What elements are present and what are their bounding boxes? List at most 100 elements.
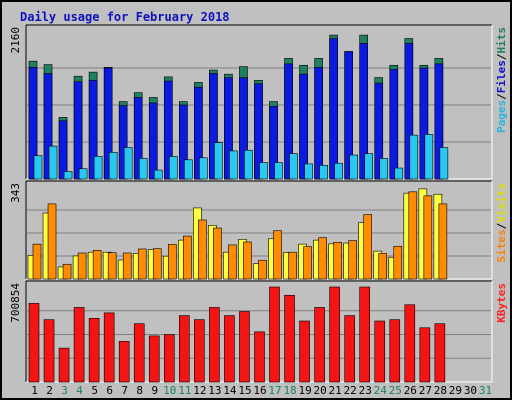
bar-kbytes-day-4 [73,307,85,383]
bar-sites-day-6 [107,252,117,280]
bar-sites-day-27 [423,195,433,280]
bar-pages-day-23 [364,153,374,180]
bar-pages-day-3 [63,171,73,180]
bar-files-day-13 [209,73,218,180]
bar-pages-day-25 [394,167,404,180]
bar-files-day-28 [434,63,444,180]
panel-bottom-ymax-label: 700854 [9,283,22,323]
bar-pages-day-2 [48,145,58,180]
x-tick-label-10: 10 [163,384,176,397]
bar-sites-day-11 [183,235,192,280]
x-tick-label-24: 24 [374,384,388,397]
legend-entry: Visits [495,183,508,223]
bar-pages-day-14 [229,150,238,180]
panel-top-legend: Pages/Files/Hits [495,27,508,133]
bar-pages-day-13 [214,142,223,180]
bar-pages-day-27 [424,134,434,180]
bar-kbytes-day-3 [58,347,70,383]
bar-sites-day-19 [303,246,312,280]
bar-sites-day-15 [243,241,252,280]
bar-kbytes-day-22 [344,315,355,383]
bar-pages-day-12 [199,157,208,180]
legend-entry: / [495,222,508,229]
x-tick-label-29: 29 [449,384,462,397]
bar-pages-day-1 [33,155,43,180]
x-tick-label-1: 1 [31,384,38,397]
bar-sites-day-16 [258,259,267,280]
bar-sites-day-8 [137,248,147,280]
bar-files-day-19 [299,73,308,180]
bar-pages-day-20 [319,164,328,180]
bar-pages-day-16 [259,162,268,180]
bar-files-day-9 [148,102,158,180]
bar-pages-day-8 [138,158,148,180]
bar-pages-day-9 [153,169,163,180]
bar-kbytes-day-7 [118,341,130,383]
x-tick-label-2: 2 [46,384,53,397]
bar-files-day-17 [269,106,278,180]
bar-files-day-18 [284,63,293,180]
bar-kbytes-day-9 [148,335,160,383]
bar-kbytes-day-20 [314,307,325,383]
bar-pages-day-10 [168,156,178,180]
bar-sites-day-2 [47,203,57,280]
legend-entry: Sites [495,229,508,262]
bar-files-day-1 [28,67,38,180]
bar-kbytes-day-24 [374,320,386,383]
bar-sites-day-9 [152,248,162,280]
x-tick-label-8: 8 [136,384,143,397]
bar-sites-day-23 [363,214,373,280]
bar-sites-day-26 [408,191,418,280]
bar-sites-day-18 [288,251,297,280]
bar-sites-day-10 [167,244,177,280]
bar-pages-day-28 [439,147,449,180]
x-tick-label-9: 9 [151,384,158,397]
bar-files-day-2 [43,73,53,180]
bar-kbytes-day-26 [404,304,416,383]
bar-files-day-20 [314,67,323,180]
bar-files-day-26 [404,43,414,180]
x-tick-label-21: 21 [329,384,342,397]
bar-files-day-14 [224,77,233,180]
bar-pages-day-26 [409,134,419,180]
bar-pages-day-21 [334,162,343,180]
chart-title: Daily usage for February 2018 [20,10,230,24]
bar-files-day-21 [329,38,338,180]
bar-files-day-22 [344,51,353,180]
bar-sites-day-12 [198,219,207,280]
panel-middle-ymax-label: 343 [9,183,22,203]
bar-pages-day-11 [184,159,193,180]
x-tick-label-3: 3 [61,384,68,397]
x-tick-label-15: 15 [238,384,251,397]
bar-kbytes-day-13 [209,307,220,383]
x-tick-label-31: 31 [479,384,492,397]
bar-files-day-15 [239,77,248,180]
bar-files-day-25 [389,69,399,180]
bar-sites-day-4 [77,252,87,280]
bar-sites-day-5 [92,250,102,280]
bar-pages-day-17 [274,162,283,180]
x-tick-label-19: 19 [298,384,311,397]
bar-kbytes-day-23 [359,286,371,383]
bar-sites-day-14 [228,244,237,280]
panel-middle-legend: Sites/Visits [495,183,508,263]
bar-kbytes-day-21 [329,286,340,383]
legend-entry: KBytes [495,283,508,323]
bar-files-day-3 [58,120,68,180]
bar-kbytes-day-14 [224,315,235,383]
legend-entry: Pages [495,100,508,133]
x-tick-label-27: 27 [419,384,432,397]
x-tick-label-16: 16 [253,384,266,397]
bar-pages-day-6 [108,151,118,180]
bar-pages-day-18 [289,153,298,180]
bar-kbytes-day-1 [28,303,40,383]
x-tick-label-25: 25 [389,384,402,397]
x-tick-label-13: 13 [208,384,221,397]
bar-kbytes-day-8 [133,323,145,383]
bar-kbytes-day-11 [179,315,190,383]
bar-kbytes-day-16 [254,331,265,383]
x-tick-label-22: 22 [344,384,357,397]
x-tick-label-17: 17 [268,384,281,397]
